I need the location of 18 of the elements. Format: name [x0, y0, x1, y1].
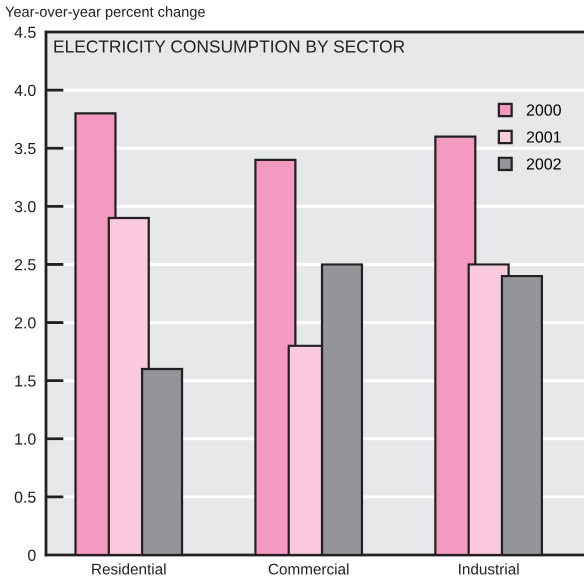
legend-label: 2001: [526, 131, 561, 143]
y-tick-label: 0.5: [14, 492, 36, 503]
x-tick-label: Commercial: [268, 563, 348, 575]
y-tick-label: 4.0: [14, 84, 36, 96]
y-tick-label: 0: [28, 550, 36, 561]
legend-label: 2000: [526, 104, 561, 116]
y-tick-label: 2.0: [14, 317, 36, 328]
x-tick-label: Residential: [92, 563, 166, 575]
y-tick-label: 4.5: [14, 26, 36, 38]
y-tick-label: 3.5: [14, 142, 36, 154]
y-axis-title: Year-over-year percent change: [5, 6, 205, 20]
y-tick-label: 1.5: [15, 375, 36, 387]
y-tick-label: 2.5: [14, 259, 36, 270]
x-tick-label: Industrial: [459, 563, 519, 575]
chart-title: ELECTRICITY CONSUMPTION BY SECTOR: [54, 40, 404, 53]
y-tick-label: 1.0: [15, 433, 36, 445]
legend-label: 2002: [526, 158, 561, 170]
y-tick-label: 3.0: [14, 200, 36, 212]
